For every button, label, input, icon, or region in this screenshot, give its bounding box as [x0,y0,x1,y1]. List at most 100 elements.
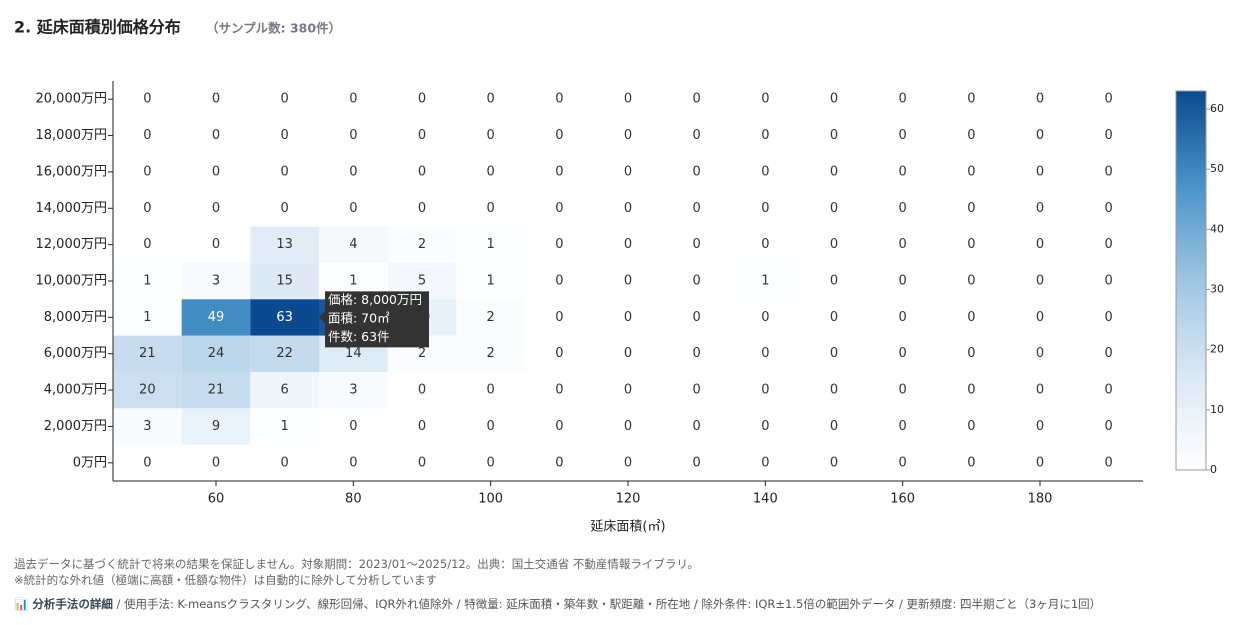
cell [456,81,525,118]
cell-label: 0 [899,164,907,179]
cell [525,226,594,263]
cell [937,335,1006,372]
cell-label: 0 [693,201,701,216]
cell [319,371,388,409]
cell [868,262,937,300]
cell-label: 49 [208,310,225,325]
cell [937,299,1006,336]
cell-label: 0 [1036,383,1044,398]
cell [181,81,251,118]
cell-label: 0 [830,419,838,434]
cell [1005,81,1075,118]
x-tick-label: 160 [890,492,915,507]
cell [113,226,182,263]
cell-label: 2 [418,237,426,252]
cell [1074,190,1143,227]
cell [1005,153,1075,191]
cell-label: 0 [1105,419,1113,434]
cell [456,335,525,372]
cell-label: 0 [1105,346,1113,361]
cell [181,153,251,191]
method-text: / 使用手法: K-meansクラスタリング、線形回帰、IQR外れ値除外 / 特… [112,597,1102,611]
cell [593,408,663,445]
cell-label: 0 [1036,346,1044,361]
cell [868,408,937,445]
cell [1074,299,1143,336]
x-tick-label: 100 [478,492,503,507]
cell [456,299,525,336]
cell-label: 0 [624,455,632,470]
cell-label: 0 [624,201,632,216]
cell-label: 0 [830,310,838,325]
cell-label: 1 [761,274,769,289]
cell [456,444,525,481]
cell [250,444,319,481]
cell-label: 0 [418,383,426,398]
cell-label: 0 [693,128,701,143]
cell [731,371,800,409]
cell-label: 1 [143,274,151,289]
cell-label: 0 [967,346,975,361]
cell [456,408,525,445]
cell [387,153,457,191]
cell [799,408,869,445]
cell [387,371,457,409]
colorbar-tick-label: 20 [1210,343,1224,356]
cell-label: 0 [281,201,289,216]
cell-label: 0 [693,346,701,361]
chart: 2. 延床面積別価格分布 （サンプル数: 380件） 延床面積(㎡) 0 0 0 0 0… [14,18,1224,535]
cell-label: 0 [693,383,701,398]
cell-label: 0 [1105,274,1113,289]
cell-label: 1 [487,237,495,252]
cell [319,190,388,227]
cell-label: 0 [487,455,495,470]
y-tick-label: 8,000万円 [44,310,107,325]
cell-label: 0 [761,346,769,361]
x-tick-label: 80 [345,492,362,507]
cell-label: 0 [967,237,975,252]
cell-label: 0 [624,346,632,361]
cell-label: 3 [212,274,220,289]
cell-label: 21 [208,383,225,398]
cell-label: 0 [624,310,632,325]
cell [113,408,182,445]
cell [593,299,663,336]
cell-label: 0 [624,164,632,179]
cell-label: 0 [418,419,426,434]
cell-label: 0 [143,164,151,179]
cell-label: 6 [281,383,289,398]
cell [181,190,251,227]
cell-label: 0 [555,419,563,434]
cell [181,262,251,300]
y-tick-label: 6,000万円 [44,346,107,361]
cell-label: 14 [345,346,362,361]
cell [868,81,937,118]
cell [319,153,388,191]
cell [113,371,182,409]
cell-label: 0 [967,419,975,434]
cell-label: 0 [487,383,495,398]
cell-label: 0 [967,310,975,325]
cell [731,408,800,445]
cell [113,335,182,372]
cell-label: 0 [693,164,701,179]
cell-label: 0 [830,201,838,216]
cell-label: 0 [967,455,975,470]
cell [387,226,457,263]
cell-label: 0 [418,128,426,143]
y-tick-label: 14,000万円 [36,201,108,216]
cell [799,371,869,409]
cell [387,408,457,445]
cell-label: 0 [624,383,632,398]
y-tick-label: 12,000万円 [36,237,108,252]
cell [525,408,594,445]
tooltip-line: 面積: 70㎡ [328,310,390,325]
colorbar-tick-label: 0 [1210,463,1217,476]
cell-label: 0 [349,455,357,470]
cell-label: 0 [1105,455,1113,470]
cell-label: 3 [143,419,151,434]
cell [937,81,1006,118]
cell-label: 0 [281,128,289,143]
cell-label: 0 [693,274,701,289]
